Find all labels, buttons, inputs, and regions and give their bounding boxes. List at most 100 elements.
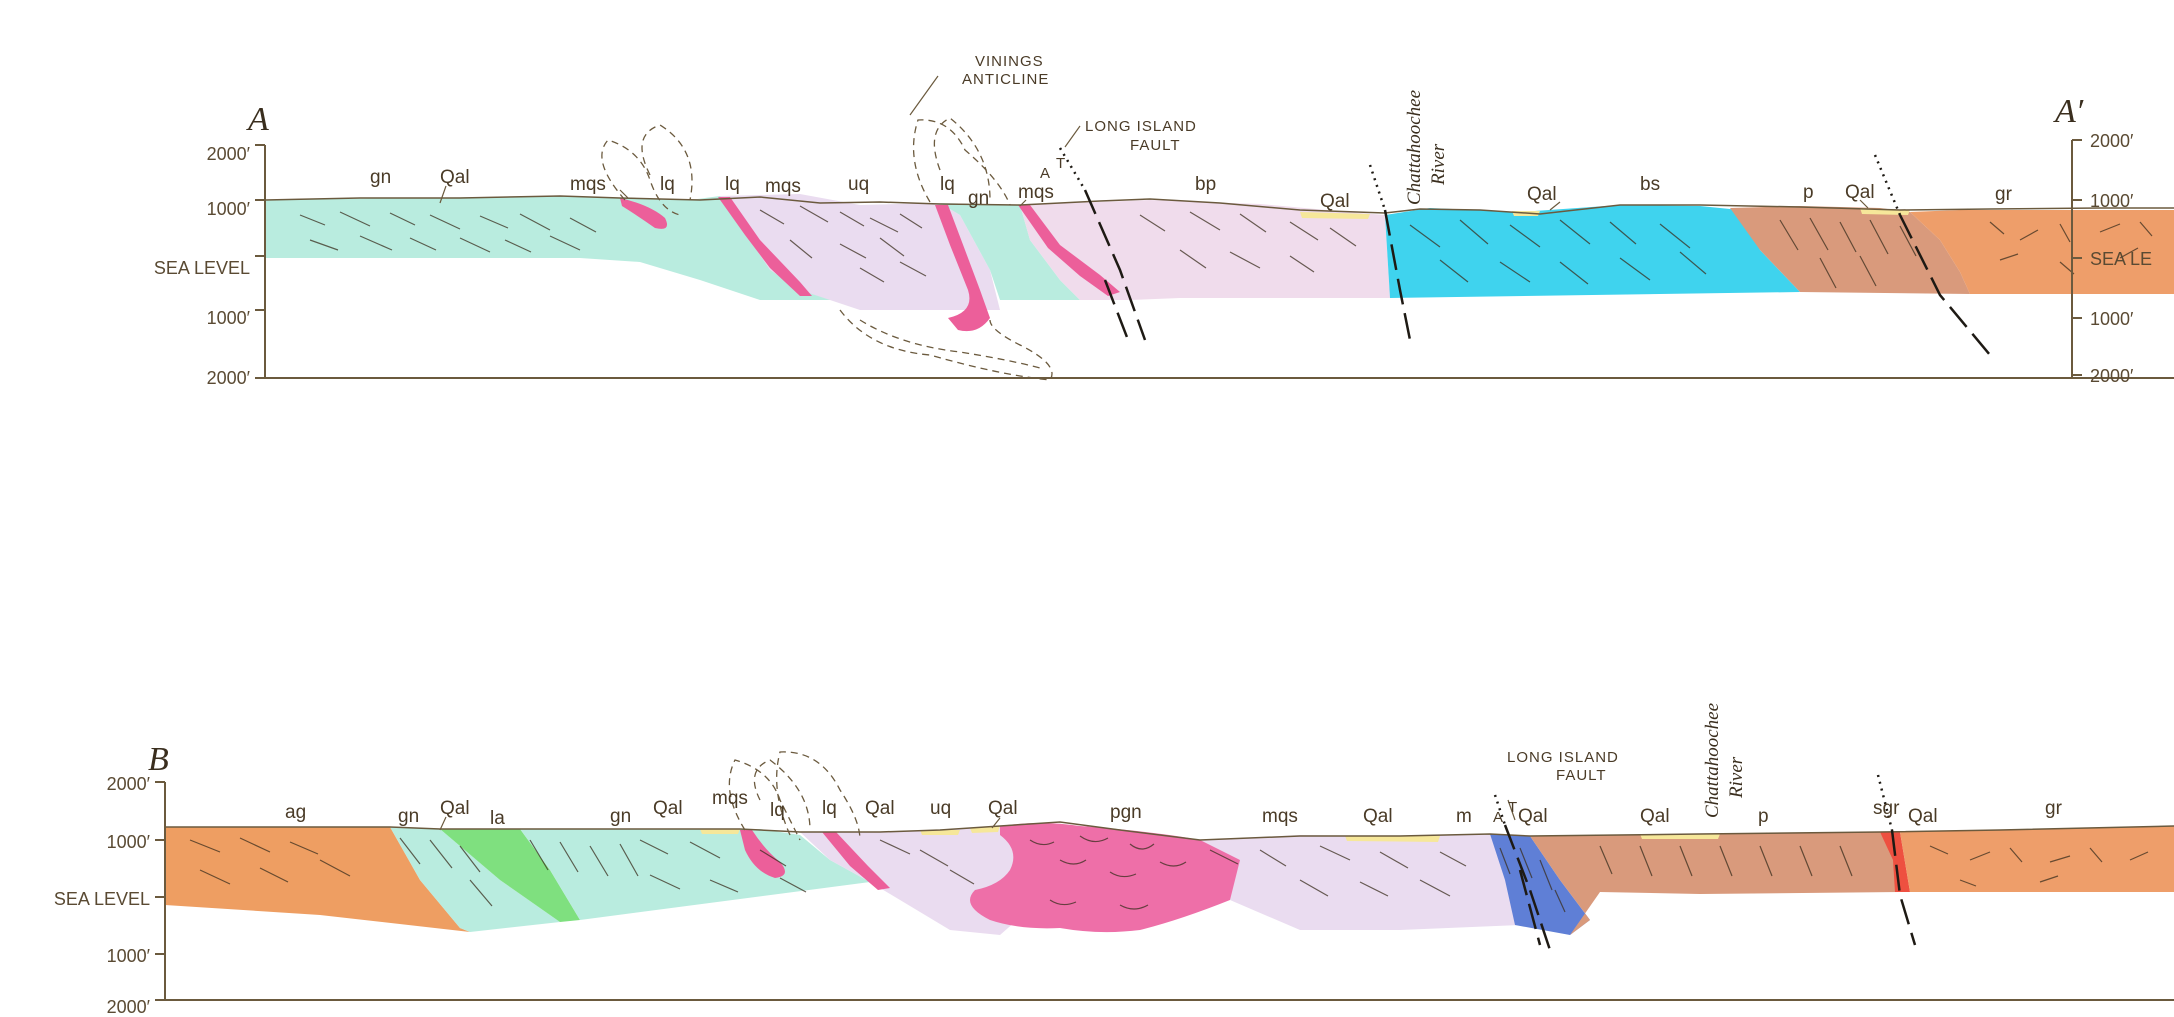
section-a-ground-surface — [264, 195, 2174, 215]
svg-text:2000′: 2000′ — [207, 368, 251, 388]
long-island-fault-a — [1083, 189, 1147, 341]
section-b-left-axis — [155, 781, 166, 1001]
svg-text:SEA LEVEL: SEA LEVEL — [154, 258, 250, 278]
svg-text:Qal: Qal — [440, 167, 470, 188]
unit-gr-b — [1900, 826, 2174, 892]
unit-qal-b-2 — [920, 830, 960, 835]
svg-text:mqs: mqs — [570, 174, 606, 195]
svg-text:1000′: 1000′ — [107, 946, 151, 966]
section-a-left-letter: A — [246, 101, 269, 138]
section-a-elevation-right: 2000′ 1000′ SEA LE 1000′ 2000′ — [2090, 131, 2152, 386]
svg-text:2000′: 2000′ — [2090, 131, 2134, 151]
unit-pgn-b — [970, 823, 1244, 933]
unit-la-b — [440, 829, 580, 922]
long-island-fault-b-dot — [1493, 794, 1507, 826]
unit-m-b — [1490, 834, 1590, 935]
chattahoochee-river-label-a: Chattahoochee River — [1404, 90, 1449, 205]
unit-qal-b-5 — [1640, 834, 1720, 839]
svg-text:m: m — [1456, 806, 1472, 827]
svg-text:gn: gn — [610, 806, 631, 827]
unit-gr-a — [1910, 210, 2174, 294]
svg-text:gr: gr — [1995, 184, 2013, 205]
chattahoochee-river-label-b: Chattahoochee River — [1702, 703, 1747, 818]
svg-text:lq: lq — [940, 174, 955, 195]
section-a-right-axis — [2071, 139, 2082, 378]
section-a-elevation-left: 2000′ 1000′ SEA LEVEL 1000′ 2000′ — [154, 144, 251, 388]
svg-text:lq: lq — [660, 174, 675, 195]
svg-text:p: p — [1803, 182, 1814, 203]
svg-text:p: p — [1758, 806, 1769, 827]
svg-text:Qal: Qal — [1518, 806, 1548, 827]
svg-text:Qal: Qal — [1363, 806, 1393, 827]
long-island-fault-label-a-2: FAULT — [1130, 137, 1181, 154]
svg-text:Qal: Qal — [1527, 184, 1557, 205]
section-a-fill — [265, 194, 2174, 332]
fault-motion-a-away: A — [1040, 165, 1050, 182]
svg-text:2000′: 2000′ — [207, 144, 251, 164]
fault-motion-b-away: A — [1493, 809, 1503, 826]
unit-ag-b — [165, 827, 470, 932]
svg-text:sgr: sgr — [1873, 798, 1900, 819]
svg-text:Qal: Qal — [440, 798, 470, 819]
fault-motion-a-toward: T — [1056, 155, 1065, 172]
section-b-fill — [165, 823, 2174, 935]
section-a-right-letter: A′ — [2053, 93, 2084, 130]
svg-text:Chattahoochee: Chattahoochee — [1702, 703, 1723, 818]
section-a-fabric — [299, 205, 2153, 289]
svg-text:1000′: 1000′ — [2090, 191, 2134, 211]
svg-text:Qal: Qal — [1908, 806, 1938, 827]
section-a: A A′ 2000′ 1000′ SEA LEVEL 1000′ 2000′ 2… — [154, 53, 2174, 388]
unit-qal-b-1 — [700, 829, 740, 834]
svg-text:gr: gr — [2045, 798, 2063, 819]
unit-lq-a-1 — [620, 198, 668, 229]
section-b-leaders — [439, 799, 1516, 831]
unit-bs-a — [1385, 205, 1800, 298]
svg-text:Qal: Qal — [653, 798, 683, 819]
section-a-left-axis — [255, 144, 266, 379]
river-fault-a-dot — [1368, 164, 1387, 211]
section-b: B 2000′ 1000′ SEA LEVEL 1000′ 2000′ ag g… — [54, 703, 2174, 1017]
svg-text:Chattahoochee: Chattahoochee — [1404, 90, 1425, 205]
section-b-unit-labels: ag gn Qal la gn Qal mqs lq lq Qal uq Qal… — [285, 788, 2063, 829]
svg-text:1000′: 1000′ — [2090, 309, 2134, 329]
svg-text:River: River — [1428, 143, 1449, 186]
unit-qal-a-1 — [1300, 212, 1370, 219]
unit-lq-a-3 — [935, 205, 990, 332]
unit-p-a — [1730, 206, 1970, 294]
svg-text:1000′: 1000′ — [107, 832, 151, 852]
svg-text:gn: gn — [370, 167, 391, 188]
svg-text:lq: lq — [725, 174, 740, 195]
vinings-anticline-label-2: ANTICLINE — [962, 71, 1049, 88]
unit-qal-b-4 — [1345, 836, 1440, 842]
long-island-fault-a-dot — [1058, 147, 1087, 191]
svg-text:Qal: Qal — [1845, 182, 1875, 203]
svg-text:mqs: mqs — [765, 176, 801, 197]
svg-text:SEA LE: SEA LE — [2090, 249, 2152, 269]
unit-p-b — [1530, 832, 1900, 935]
long-island-fault-b-2 — [1518, 869, 1542, 946]
svg-text:1000′: 1000′ — [207, 199, 251, 219]
svg-text:la: la — [490, 808, 505, 829]
section-a-leaders — [439, 75, 1869, 211]
unit-bp-a — [1020, 200, 1390, 300]
section-b-fold-traces — [728, 751, 861, 841]
svg-text:Qal: Qal — [1640, 806, 1670, 827]
section-b-fabric — [189, 835, 2149, 913]
svg-text:2000′: 2000′ — [107, 997, 151, 1017]
svg-text:2000′: 2000′ — [107, 774, 151, 794]
svg-text:mqs: mqs — [1018, 182, 1054, 203]
east-fault-b-dot — [1876, 774, 1894, 831]
east-fault-b — [1890, 829, 1917, 946]
section-a-unit-labels: gn Qal mqs lq lq mqs uq lq gn mqs bp Qal… — [370, 167, 2013, 212]
unit-lq-b-1 — [740, 830, 785, 878]
svg-text:gn: gn — [968, 188, 989, 209]
unit-lq-a-4 — [1018, 205, 1120, 296]
svg-text:pgn: pgn — [1110, 802, 1142, 823]
svg-text:bp: bp — [1195, 174, 1216, 195]
svg-text:lq: lq — [822, 798, 837, 819]
vinings-anticline-label-1: VININGS — [975, 53, 1044, 70]
svg-text:1000′: 1000′ — [207, 308, 251, 328]
svg-text:mqs: mqs — [712, 788, 748, 809]
svg-text:bs: bs — [1640, 174, 1660, 195]
